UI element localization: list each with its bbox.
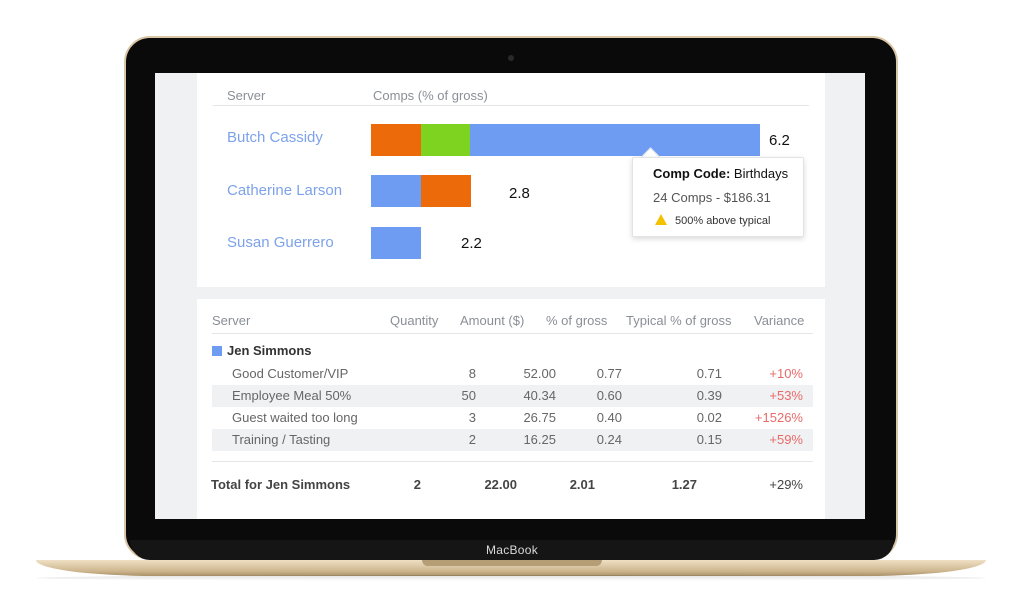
table-row[interactable]: Guest waited too long 3 26.75 0.40 0.02 … — [212, 407, 813, 429]
row-quantity: 50 — [461, 388, 476, 403]
row-comp-name: Good Customer/VIP — [232, 366, 349, 381]
table-row[interactable]: Good Customer/VIP 8 52.00 0.77 0.71 +10% — [212, 363, 813, 385]
bar-segment-orange[interactable] — [421, 175, 471, 207]
chart-header-divider — [213, 105, 809, 106]
laptop-shadow — [36, 575, 986, 581]
screen: Server Comps (% of gross) Butch Cassidy … — [155, 73, 865, 519]
camera-icon — [508, 55, 514, 61]
row-typical: 0.39 — [696, 388, 722, 403]
total-amount: 22.00 — [484, 477, 517, 492]
tooltip-comps: 24 Comps - $186.31 — [653, 190, 771, 205]
row-quantity: 3 — [468, 410, 476, 425]
row-typical: 0.71 — [696, 366, 722, 381]
row-amount: 40.34 — [523, 388, 556, 403]
row-variance: +1526% — [754, 410, 803, 425]
bar-value: 2.8 — [509, 185, 530, 202]
server-link-catherine-larson[interactable]: Catherine Larson — [227, 182, 343, 199]
row-typical: 0.02 — [696, 410, 722, 425]
total-pct: 2.01 — [569, 477, 595, 492]
row-pct: 0.24 — [596, 432, 622, 447]
comps-table-card — [197, 299, 825, 519]
table-header-divider — [212, 333, 813, 334]
col-header-quantity[interactable]: Quantity — [390, 313, 439, 328]
row-pct: 0.77 — [596, 366, 622, 381]
group-name: Jen Simmons — [227, 343, 312, 358]
row-variance: +59% — [769, 432, 803, 447]
bar-value: 6.2 — [769, 132, 790, 149]
table-row[interactable]: Employee Meal 50% 50 40.34 0.60 0.39 +53… — [212, 385, 813, 407]
row-variance: +53% — [769, 388, 803, 403]
chart-header-server: Server — [227, 88, 266, 103]
col-header-typical[interactable]: Typical % of gross — [626, 313, 732, 328]
tooltip-title: Comp Code: Birthdays — [653, 166, 789, 181]
row-amount: 52.00 — [523, 366, 556, 381]
row-comp-name: Guest waited too long — [232, 410, 358, 425]
bar-segment-green[interactable] — [421, 124, 470, 156]
comps-chart-card: Server Comps (% of gross) Butch Cassidy … — [197, 73, 825, 287]
col-header-amount[interactable]: Amount ($) — [460, 313, 525, 328]
bar-value: 2.2 — [461, 235, 482, 252]
device-brand: MacBook — [485, 543, 539, 557]
row-pct: 0.40 — [596, 410, 622, 425]
bar-segment-blue[interactable] — [371, 175, 421, 207]
row-variance: +10% — [769, 366, 803, 381]
laptop-base — [36, 560, 986, 576]
row-pct: 0.60 — [596, 388, 622, 403]
total-typical: 1.27 — [671, 477, 697, 492]
laptop-notch — [422, 560, 602, 566]
chart-header-comps: Comps (% of gross) — [373, 88, 488, 103]
group-color-swatch — [212, 346, 222, 356]
row-quantity: 2 — [468, 432, 476, 447]
col-header-server[interactable]: Server — [212, 313, 251, 328]
total-quantity: 2 — [413, 477, 421, 492]
row-amount: 16.25 — [523, 432, 556, 447]
row-amount: 26.75 — [523, 410, 556, 425]
server-link-susan-guerrero[interactable]: Susan Guerrero — [227, 234, 334, 251]
col-header-pct-gross[interactable]: % of gross — [546, 313, 608, 328]
bar-segment-blue[interactable] — [470, 124, 760, 156]
warning-icon — [655, 214, 667, 225]
col-header-variance[interactable]: Variance — [754, 313, 805, 328]
table-row[interactable]: Training / Tasting 2 16.25 0.24 0.15 +59… — [212, 429, 813, 451]
total-label: Total for Jen Simmons — [211, 477, 351, 492]
bar-segment-orange[interactable] — [371, 124, 421, 156]
row-typical: 0.15 — [696, 432, 722, 447]
row-comp-name: Employee Meal 50% — [232, 388, 352, 403]
total-variance: +29% — [769, 477, 803, 492]
tooltip-warning: 500% above typical — [655, 213, 770, 227]
total-divider — [212, 461, 813, 462]
comp-tooltip: Comp Code: Birthdays 24 Comps - $186.31 … — [632, 157, 804, 237]
row-quantity: 8 — [468, 366, 476, 381]
bar-segment-blue[interactable] — [371, 227, 421, 259]
laptop-bezel-bottom — [130, 540, 894, 560]
row-comp-name: Training / Tasting — [232, 432, 331, 447]
server-link-butch-cassidy[interactable]: Butch Cassidy — [227, 129, 323, 146]
